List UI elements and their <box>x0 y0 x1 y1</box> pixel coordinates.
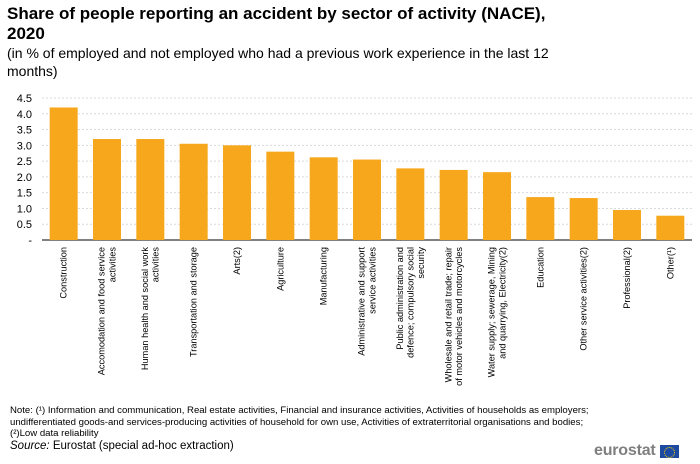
x-category-label: Education <box>535 247 545 288</box>
bar <box>179 143 208 240</box>
x-category-label: Construction <box>59 247 69 299</box>
y-tick-label: 1.0 <box>17 203 32 215</box>
x-category-label: Wholesale and retail trade; repairof mot… <box>443 247 464 386</box>
bar <box>353 159 381 240</box>
x-category-label: Public administration anddefence; compul… <box>395 247 426 358</box>
y-tick-label: 2.0 <box>17 172 32 184</box>
x-category-label: Agriculture <box>275 247 285 291</box>
bar <box>483 172 511 240</box>
x-category-label: Other(¹) <box>665 247 675 279</box>
eurostat-logo: eurostat <box>594 442 679 460</box>
x-category-label: Human health and social workactivities <box>140 247 161 370</box>
bar <box>613 210 641 240</box>
bar <box>136 139 165 240</box>
chart-subtitle: (in % of employed and not employed who h… <box>7 45 549 79</box>
y-tick-label: - <box>28 235 32 247</box>
y-tick-label: 2.5 <box>17 156 32 168</box>
bar <box>396 168 425 240</box>
x-category-label: Other service activities(2) <box>579 247 589 351</box>
logo-text: eurostat <box>594 442 656 459</box>
footnote: Note: (¹) Information and communication,… <box>10 405 589 439</box>
x-category-label: Manufacturing <box>319 247 329 305</box>
bar <box>223 145 251 240</box>
bar <box>526 197 555 240</box>
y-tick-label: 0.5 <box>17 219 32 231</box>
eu-flag-icon <box>659 444 679 458</box>
y-tick-label: 1.5 <box>17 188 32 200</box>
source-label: Source: <box>10 440 50 452</box>
x-category-label: Transportation and storage <box>189 247 199 357</box>
source-line: Source: Eurostat (special ad-hoc extract… <box>10 440 234 452</box>
source-text: Eurostat (special ad-hoc extraction) <box>49 440 234 452</box>
bar-chart: - 0.5 1.0 1.5 2.0 2.5 3.0 3.5 4.0 4.5 Construction… <box>17 93 692 386</box>
x-category-label: Water supply; sewerage, Miningand quarry… <box>487 247 508 377</box>
y-tick-label: 4.5 <box>17 93 32 105</box>
x-category-label: Arts(2) <box>232 247 242 275</box>
bar <box>49 107 78 240</box>
y-tick-label: 4.0 <box>17 109 32 121</box>
bar <box>309 157 338 240</box>
x-category-label: Accomodation and food serviceactivities <box>97 247 118 376</box>
y-tick-label: 3.5 <box>17 125 32 137</box>
bar <box>569 198 598 240</box>
y-tick-label: 3.0 <box>17 140 32 152</box>
x-category-label: Administrative and supportservice activi… <box>357 247 378 356</box>
bar <box>439 169 468 240</box>
bar <box>266 151 295 240</box>
bar <box>656 215 685 240</box>
x-category-label: Professional(2) <box>622 247 632 309</box>
chart-title: Share of people reporting an accident by… <box>7 4 546 43</box>
bar <box>93 139 121 240</box>
